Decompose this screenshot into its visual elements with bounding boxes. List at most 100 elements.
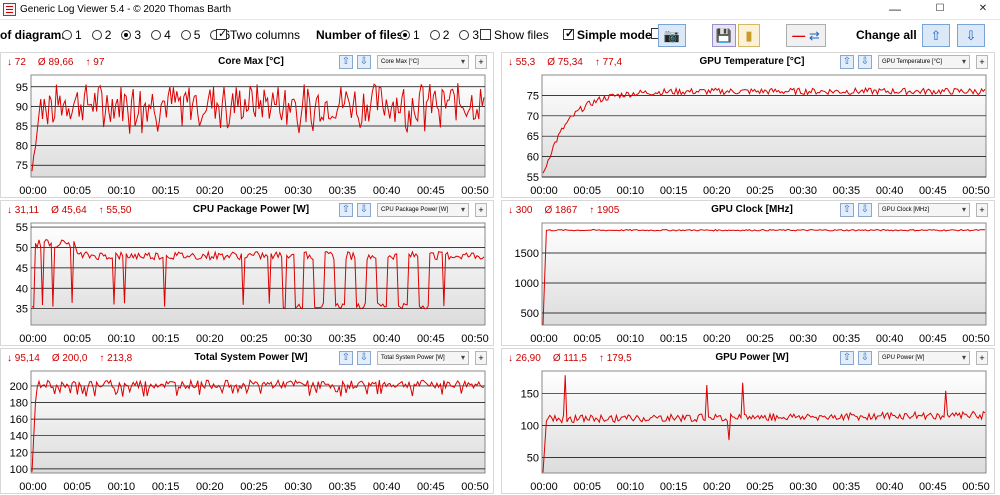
x-tick-label: 00:40 [876,185,904,197]
move-down-button[interactable]: ⇩ [957,24,985,47]
show-files-toggle[interactable]: Show files [480,28,549,42]
x-tick-label: 00:25 [240,185,268,197]
x-tick-label: 00:20 [703,185,731,197]
y-tick-label: 50 [527,453,539,465]
diagram-title: GPU Clock [MHz] [711,204,793,215]
x-tick-label: 00:05 [573,185,601,197]
panel-down-button[interactable]: ⇩ [357,203,371,217]
title-bar: Generic Log Viewer 5.4 - © 2020 Thomas B… [0,0,1000,20]
panel-down-button[interactable]: ⇩ [858,351,872,365]
x-tick-label: 00:00 [530,185,558,197]
panel-add-button[interactable]: + [976,351,988,365]
simple-mode-toggle[interactable]: Simple mode [563,27,652,42]
diagram-title: CPU Package Power [W] [192,204,310,215]
channel-select[interactable]: CPU Package Power [W] [377,203,469,217]
move-up-button[interactable]: ⇧ [922,24,950,47]
diagrams-radio-4[interactable]: 4 [151,28,171,42]
open-folder-button[interactable]: ▮ [738,24,760,47]
avg-value: Ø 200,0 [51,353,88,364]
x-tick-label: 00:20 [196,333,224,345]
x-tick-label: 00:00 [19,185,47,197]
x-tick-label: 00:05 [573,481,601,493]
y-tick-label: 180 [10,398,28,410]
line-chart: 35 40 45 50 55 00:00 00:05 00:10 00:15 00:20 00:25… [16,222,489,345]
channel-select[interactable]: GPU Temperature [°C] [878,55,970,69]
x-tick-label: 00:10 [617,185,645,197]
save-button[interactable]: 💾 [712,24,736,47]
x-tick-label: 00:35 [833,481,861,493]
x-tick-label: 00:00 [19,333,47,345]
x-tick-label: 00:45 [417,333,445,345]
channel-select[interactable]: GPU Power [W] [878,351,970,365]
panel-down-button[interactable]: ⇩ [357,55,371,69]
panel-down-button[interactable]: ⇩ [357,351,371,365]
diagram-panel-3: ↓ 300 Ø 1867 ↑ 1905 GPU Clock [MHz] ⇧ ⇩ GPU Cl… [501,200,995,346]
max-value: ↑ 179,5 [598,353,632,364]
series-line [31,239,485,310]
line-chart: 75 80 85 90 95 00:00 00:05 00:10 00:15 00:20 00:25… [16,74,489,197]
panel-add-button[interactable]: + [976,203,988,217]
panel-add-button[interactable]: + [475,203,487,217]
panel-up-button[interactable]: ⇧ [339,55,353,69]
x-tick-label: 00:40 [373,185,401,197]
diagram-panel-4: ↓ 95,14 Ø 200,0 ↑ 213,8 Total System Power … [0,348,494,494]
panel-up-button[interactable]: ⇧ [840,203,854,217]
plot-area [541,370,987,474]
x-tick-label: 00:15 [152,333,180,345]
two-columns-toggle[interactable]: Two columns [216,27,300,42]
panel-up-button[interactable]: ⇧ [339,203,353,217]
diagrams-radio-2[interactable]: 2 [91,28,111,42]
diagram-title: GPU Temperature [°C] [699,56,805,67]
files-radio-1[interactable]: 1 [400,28,420,42]
min-value: ↓ 72 [7,57,26,68]
x-tick-label: 00:10 [108,185,136,197]
x-tick-label: 00:40 [373,481,401,493]
x-tick-label: 00:25 [746,481,774,493]
max-value: ↑ 1905 [589,205,620,216]
y-tick-label: 100 [521,421,539,433]
panel-add-button[interactable]: + [475,55,487,69]
x-tick-label: 00:30 [284,185,312,197]
two-columns-checkbox[interactable] [216,27,227,40]
panel-add-button[interactable]: + [976,55,988,69]
camera-button[interactable]: 📷 [658,24,686,47]
diagrams-radio-5[interactable]: 5 [180,28,200,42]
panel-up-button[interactable]: ⇧ [840,55,854,69]
x-tick-label: 00:45 [919,333,947,345]
toolbar: of diagrams 123456 Two columns Number of… [0,20,1000,50]
diagram-panel-2: ↓ 31,11 Ø 45,64 ↑ 55,50 CPU Package Power [… [0,200,494,346]
close-button[interactable]: ✕ [978,3,988,14]
panel-down-button[interactable]: ⇩ [858,203,872,217]
x-tick-label: 00:10 [617,333,645,345]
channel-select[interactable]: Core Max [°C] [377,55,469,69]
x-tick-label: 00:30 [284,481,312,493]
line-chart: 50 100 150 00:00 00:05 00:10 00:15 00:20 00:25 00… [521,370,990,493]
diagrams-radio-1[interactable]: 1 [62,28,82,42]
diagram-panel-0: ↓ 72 Ø 89,66 ↑ 97 Core Max [°C] ⇧ ⇩ Core Max [… [0,52,494,198]
show-files-checkbox[interactable] [480,29,491,40]
files-radio-2[interactable]: 2 [429,28,449,42]
line-style-button[interactable]: — ⇄ [786,24,826,47]
diagrams-radio-3[interactable]: 3 [121,28,141,42]
plot-area [30,370,486,474]
panel-up-button[interactable]: ⇧ [339,351,353,365]
files-radio-3[interactable]: 3 [459,28,479,42]
x-tick-label: 00:40 [876,481,904,493]
panel-down-button[interactable]: ⇩ [858,55,872,69]
x-tick-label: 00:20 [196,481,224,493]
minimize-button[interactable]: — [889,2,901,16]
channel-select[interactable]: GPU Clock [MHz] [878,203,970,217]
panel-add-button[interactable]: + [475,351,487,365]
x-tick-label: 00:00 [19,481,47,493]
simple-mode-checkbox[interactable] [563,27,574,40]
x-tick-label: 00:25 [746,333,774,345]
x-tick-label: 00:45 [919,481,947,493]
panel-up-button[interactable]: ⇧ [840,351,854,365]
line-chart: 100 120 140 160 180 200 00:00 00:05 00:10 00:15 00… [10,370,489,493]
y-tick-label: 500 [521,308,539,320]
x-tick-label: 00:05 [573,333,601,345]
maximize-button[interactable]: ☐ [935,3,945,14]
change-all-label: Change all [856,28,917,42]
y-tick-label: 85 [16,121,28,133]
channel-select[interactable]: Total System Power [W] [377,351,469,365]
